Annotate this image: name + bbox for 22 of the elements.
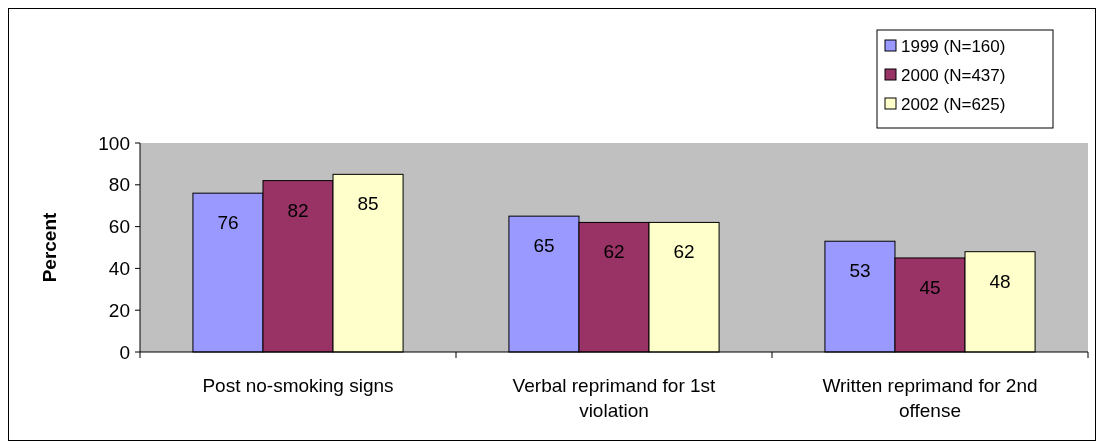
- legend-label: 2000 (N=437): [901, 65, 1006, 85]
- data-label: 65: [533, 235, 555, 257]
- x-tick-label: Verbal reprimand for 1st violation: [512, 375, 717, 421]
- data-label: 48: [989, 270, 1011, 292]
- legend-label: 1999 (N=160): [901, 36, 1006, 56]
- y-tick-label: 40: [108, 258, 130, 280]
- legend-label: 2002 (N=625): [901, 94, 1006, 114]
- y-tick-label: 0: [119, 341, 130, 363]
- y-tick-label: 100: [98, 132, 130, 154]
- data-label: 76: [217, 212, 239, 234]
- x-tick-label: Post no-smoking signs: [202, 375, 394, 396]
- data-label: 45: [919, 276, 941, 298]
- y-axis-title: Percent: [39, 211, 60, 283]
- data-label: 82: [287, 199, 309, 221]
- y-tick-label: 80: [108, 174, 130, 196]
- data-label: 62: [603, 241, 625, 263]
- y-tick-label: 60: [108, 216, 130, 238]
- data-label: 85: [357, 193, 379, 215]
- x-tick-label: Written reprimand for 2nd offense: [822, 375, 1038, 421]
- data-label: 62: [673, 241, 695, 263]
- y-tick-label: 20: [108, 299, 130, 321]
- data-label: 53: [849, 260, 871, 282]
